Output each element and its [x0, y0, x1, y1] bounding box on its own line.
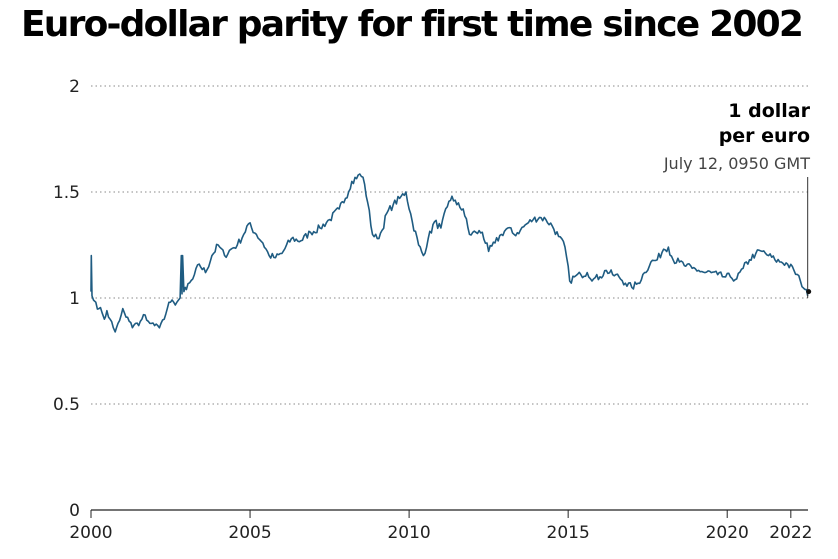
- series-line-eurusd: [90, 173, 809, 333]
- y-tick-label: 1.5: [53, 183, 80, 203]
- annotation-line-1: 1 dollar: [728, 100, 810, 122]
- y-tick-label: 0: [69, 501, 80, 521]
- y-axis: 0 0.5 1 1.5 2: [53, 77, 80, 521]
- chart-title: Euro-dollar parity for first time since …: [21, 4, 804, 45]
- x-axis: 2000 2005 2010 2015 2020 2022: [69, 510, 812, 543]
- grid-layer: [91, 85, 808, 511]
- y-tick-label: 1: [69, 289, 80, 309]
- x-tick-label: 2020: [706, 523, 749, 543]
- x-tick-label: 2005: [228, 523, 271, 543]
- y-tick-label: 0.5: [53, 395, 80, 415]
- x-tick-label: 2022: [769, 523, 812, 543]
- x-tick-label: 2010: [387, 523, 430, 543]
- annotation-line-3: July 12, 0950 GMT: [663, 154, 810, 173]
- x-tick-label: 2015: [547, 523, 590, 543]
- annotation-end-dot: [806, 289, 812, 295]
- y-tick-label: 2: [69, 77, 80, 97]
- series-layer: [90, 173, 809, 333]
- annotation: 1 dollar per euro July 12, 0950 GMT: [663, 100, 812, 298]
- annotation-line-2: per euro: [719, 125, 810, 147]
- x-tick-label: 2000: [69, 523, 112, 543]
